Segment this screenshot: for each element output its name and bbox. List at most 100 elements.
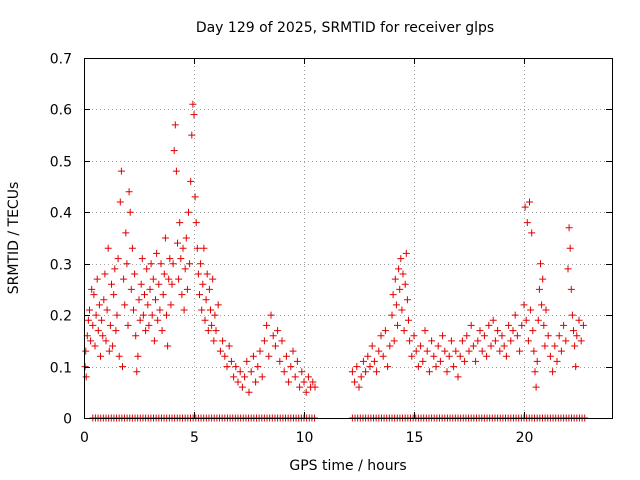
data-point — [366, 363, 374, 371]
data-point — [557, 347, 565, 355]
y-tick-label: 0.6 — [50, 103, 72, 119]
data-point — [232, 363, 240, 371]
data-point — [84, 316, 92, 324]
data-point — [125, 188, 133, 196]
data-point — [89, 321, 97, 329]
data-point — [121, 301, 129, 309]
data-point — [82, 373, 90, 381]
data-point — [141, 291, 148, 299]
data-point — [238, 383, 246, 391]
data-point — [362, 368, 370, 376]
data-point — [120, 275, 128, 283]
data-point — [112, 327, 120, 335]
data-point — [487, 342, 495, 350]
data-point — [496, 347, 504, 355]
data-point — [425, 368, 433, 376]
data-point — [439, 332, 447, 340]
data-point — [549, 368, 557, 376]
data-point — [389, 291, 397, 299]
data-point — [153, 249, 161, 257]
data-point — [434, 342, 442, 350]
data-point — [196, 291, 203, 299]
data-point — [145, 321, 153, 329]
data-point — [210, 337, 218, 345]
data-point — [111, 265, 119, 273]
data-point — [254, 363, 262, 371]
data-point — [154, 316, 162, 324]
data-point — [136, 316, 144, 324]
data-point — [208, 321, 216, 329]
data-point — [157, 260, 165, 268]
data-point — [567, 285, 575, 293]
data-point — [82, 347, 90, 355]
data-point — [192, 219, 200, 227]
data-point — [571, 342, 579, 350]
data-point — [399, 270, 407, 278]
data-point — [534, 316, 542, 324]
data-point — [180, 306, 188, 314]
data-point — [149, 275, 157, 283]
data-point — [207, 306, 214, 314]
data-point — [573, 332, 581, 340]
data-point — [357, 373, 365, 381]
data-point — [395, 265, 403, 273]
data-point — [370, 357, 378, 365]
data-point — [234, 378, 242, 386]
data-point — [124, 321, 132, 329]
data-point — [443, 368, 451, 376]
data-point — [523, 219, 531, 227]
data-point — [428, 337, 436, 345]
data-point — [219, 337, 227, 345]
data-point — [478, 347, 486, 355]
data-point — [197, 260, 205, 268]
data-point — [105, 347, 113, 355]
y-tick-label: 0.4 — [50, 206, 72, 222]
data-point — [311, 383, 319, 391]
data-point — [298, 368, 306, 376]
data-point — [160, 270, 168, 278]
data-point — [134, 352, 142, 360]
data-point — [108, 280, 115, 288]
data-point — [403, 296, 411, 304]
data-point — [408, 352, 416, 360]
data-point — [282, 352, 290, 360]
data-point — [398, 306, 406, 314]
data-point — [562, 337, 570, 345]
data-point — [540, 321, 548, 329]
data-point — [553, 357, 561, 365]
data-point — [131, 270, 139, 278]
data-point — [117, 167, 125, 175]
data-point — [280, 368, 288, 376]
data-point — [168, 280, 176, 288]
data-point — [163, 311, 170, 319]
data-point — [258, 373, 266, 381]
data-point — [263, 321, 271, 329]
data-point — [498, 332, 506, 340]
y-tick-label: 0 — [63, 412, 72, 428]
data-point — [456, 352, 464, 360]
grid-lines — [84, 58, 612, 418]
data-point — [95, 301, 103, 309]
data-point — [186, 260, 194, 268]
data-point — [509, 327, 517, 335]
data-point — [169, 260, 177, 268]
data-point — [203, 270, 211, 278]
data-point — [402, 249, 410, 257]
data-point — [164, 342, 172, 350]
data-point — [202, 296, 210, 304]
data-point — [392, 301, 400, 309]
data-point — [520, 301, 528, 309]
data-point — [130, 306, 137, 314]
data-point — [212, 327, 220, 335]
data-point — [412, 347, 420, 355]
data-point — [566, 244, 574, 252]
data-point — [485, 321, 493, 329]
data-point — [491, 337, 499, 345]
data-point — [406, 337, 414, 345]
data-point — [187, 177, 195, 185]
data-point — [155, 280, 163, 288]
data-point — [518, 321, 526, 329]
data-point — [194, 270, 202, 278]
data-point — [133, 368, 141, 376]
y-tick-label: 0.3 — [50, 258, 72, 274]
